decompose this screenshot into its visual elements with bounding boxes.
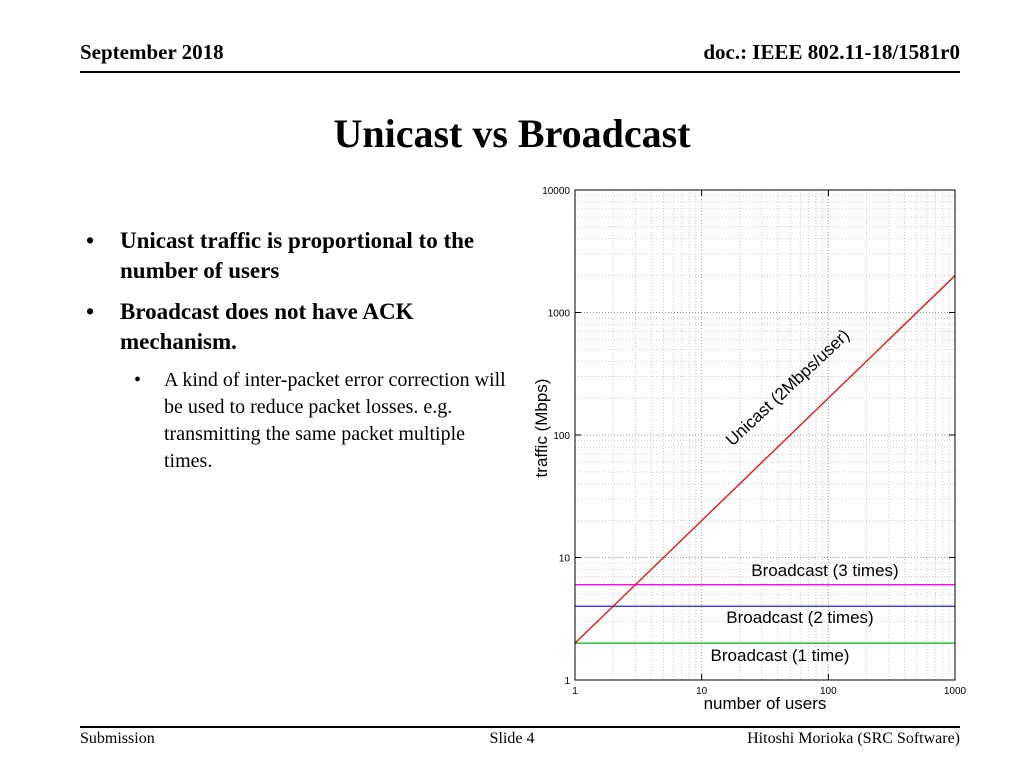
header-date: September 2018 xyxy=(80,40,224,64)
bullet-item-2-sub-1: • A kind of inter-packet error correctio… xyxy=(134,367,510,475)
footer-author: Hitoshi Morioka (SRC Software) xyxy=(747,730,960,747)
series-line xyxy=(574,275,956,644)
x-tick-label: 1 xyxy=(572,686,578,697)
y-tick-label: 10000 xyxy=(542,186,570,197)
x-tick-label: 100 xyxy=(820,686,837,697)
bullet-item-1-text: Unicast traffic is proportional to the n… xyxy=(120,228,475,284)
chart-plot: 1 10 100 1000 1 10 100 1000 10000 xyxy=(542,186,967,697)
footer-submission: Submission xyxy=(80,730,155,747)
y-axis-label: traffic (Mbps) xyxy=(532,378,551,478)
bullet-marker-icon: • xyxy=(134,369,142,392)
bullet-item-2-sub-1-text: A kind of inter-packet error correction … xyxy=(164,369,506,473)
broadcast-2-times-label: Broadcast (2 times) xyxy=(726,608,874,627)
x-axis-label: number of users xyxy=(703,694,827,713)
footer-rule xyxy=(80,726,960,728)
bullet-item-2-text: Broadcast does not have ACK mechanism. xyxy=(120,298,414,355)
x-tick-label: 1000 xyxy=(944,686,967,697)
traffic-chart: 1 10 100 1000 1 10 100 1000 10000 traffic (Mbps)… xyxy=(530,178,990,738)
broadcast-1-time-label: Broadcast (1 time) xyxy=(710,646,850,665)
bullet-marker-icon: • xyxy=(86,228,95,253)
y-tick-label: 10 xyxy=(559,554,571,565)
y-tick-label: 1 xyxy=(564,676,570,687)
x-tick-label: 10 xyxy=(696,686,708,697)
bullet-list: • Unicast traffic is proportional to the… xyxy=(86,226,510,475)
bullet-item-1: • Unicast traffic is proportional to the… xyxy=(86,226,510,287)
bullet-item-2: • Broadcast does not have ACK mechanism. xyxy=(86,297,510,358)
header-rule xyxy=(80,71,960,73)
bullet-marker-icon: • xyxy=(86,298,95,324)
y-tick-label: 100 xyxy=(553,431,570,442)
broadcast-3-times-label: Broadcast (3 times) xyxy=(751,561,899,580)
header-doc-number: doc.: IEEE 802.11-18/1581r0 xyxy=(703,40,960,64)
slide-title: Unicast vs Broadcast xyxy=(333,111,691,156)
y-tick-label: 1000 xyxy=(548,309,571,320)
footer-slide-number: Slide 4 xyxy=(489,730,535,747)
